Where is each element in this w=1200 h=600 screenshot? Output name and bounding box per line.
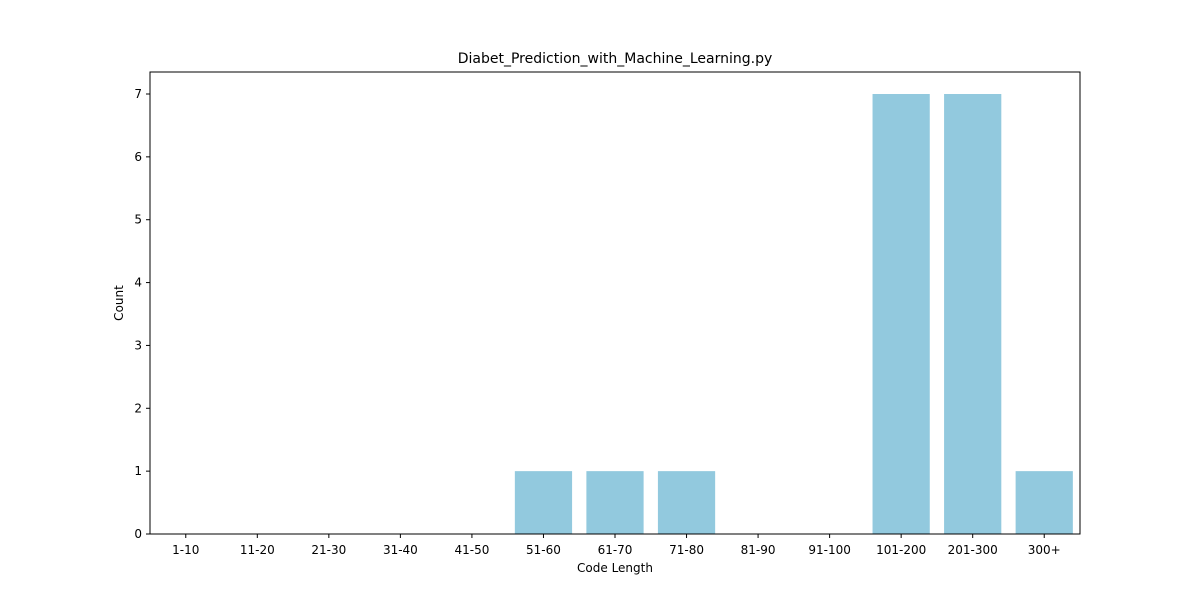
bar-71-80 (657, 471, 716, 534)
x-tick-label: 61-70 (598, 543, 633, 557)
x-tick-label: 21-30 (311, 543, 346, 557)
bar-101-200 (872, 94, 930, 534)
y-tick-label: 5 (134, 213, 142, 227)
y-tick-label: 1 (134, 464, 142, 478)
chart-title: Diabet_Prediction_with_Machine_Learning.… (458, 51, 773, 67)
x-tick-label: 91-100 (808, 543, 851, 557)
bar-61-70 (586, 471, 644, 534)
y-tick-label: 3 (134, 338, 142, 352)
x-tick-label: 31-40 (383, 543, 418, 557)
x-tick-label: 11-20 (240, 543, 275, 557)
x-tick-label: 81-90 (741, 543, 776, 557)
y-tick-label: 7 (134, 87, 142, 101)
x-tick-label: 41-50 (454, 543, 489, 557)
x-axis-label: Code Length (577, 561, 653, 575)
y-tick-label: 6 (134, 150, 142, 164)
x-tick-label: 71-80 (669, 543, 704, 557)
x-axis: 1-10 11-20 21-30 31-40 41-50 51-60 61-70 71-80 8… (172, 534, 1061, 557)
y-axis: 0 1 2 3 4 5 6 7 (134, 87, 150, 541)
bars-group (514, 94, 1073, 534)
bar-51-60 (514, 471, 573, 534)
bar-201-300 (944, 94, 1002, 534)
x-tick-label: 51-60 (526, 543, 561, 557)
y-axis-label: Count (112, 285, 126, 321)
x-tick-label: 101-200 (876, 543, 926, 557)
bar-300+ (1015, 471, 1073, 534)
y-tick-label: 0 (134, 527, 142, 541)
x-tick-label: 300+ (1028, 543, 1061, 557)
y-tick-label: 2 (134, 401, 142, 415)
y-tick-label: 4 (134, 276, 142, 290)
x-tick-label: 1-10 (172, 543, 199, 557)
x-tick-label: 201-300 (948, 543, 998, 557)
plot-area-frame (149, 71, 1081, 535)
